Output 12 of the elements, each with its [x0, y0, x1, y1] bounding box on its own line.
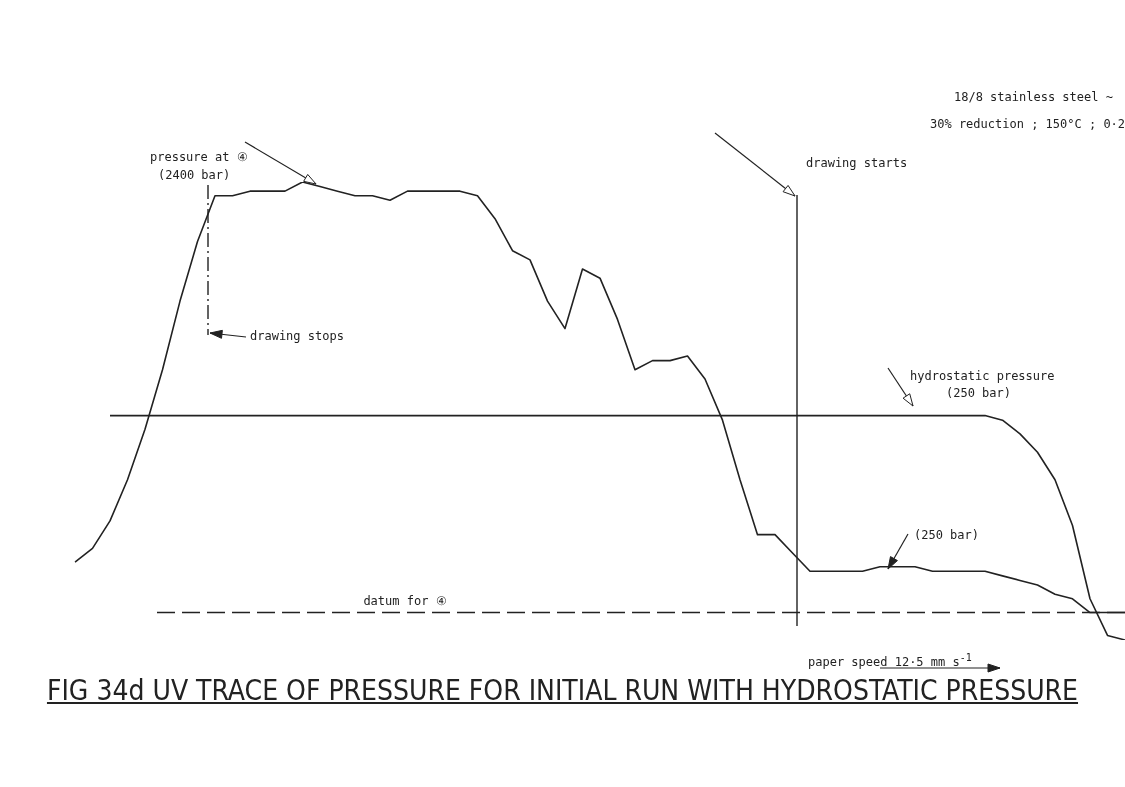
text: pressure at ④: [150, 150, 248, 164]
annotation: (250 bar): [914, 528, 980, 542]
annotation: drawing stops: [250, 329, 344, 343]
text: drawing starts: [806, 156, 908, 170]
annotation: hydrostatic pressure: [910, 369, 1055, 383]
ref-line-label: datum for ④: [363, 593, 447, 608]
text: 18/8 stainless steel ~: [954, 90, 1113, 104]
text: paper speed 12·5 mm s$^{-1}$: [808, 652, 972, 669]
text: 30% reduction ; 150°C ; 0·2: [930, 117, 1125, 131]
annotation: (250 bar): [946, 386, 1012, 400]
text: FIG 34d UV TRACE OF PRESSURE FOR INITIAL RUN WITH HYDROSTATIC PRESSURE: [46, 674, 1079, 707]
annotation: (2400 bar): [158, 168, 231, 182]
